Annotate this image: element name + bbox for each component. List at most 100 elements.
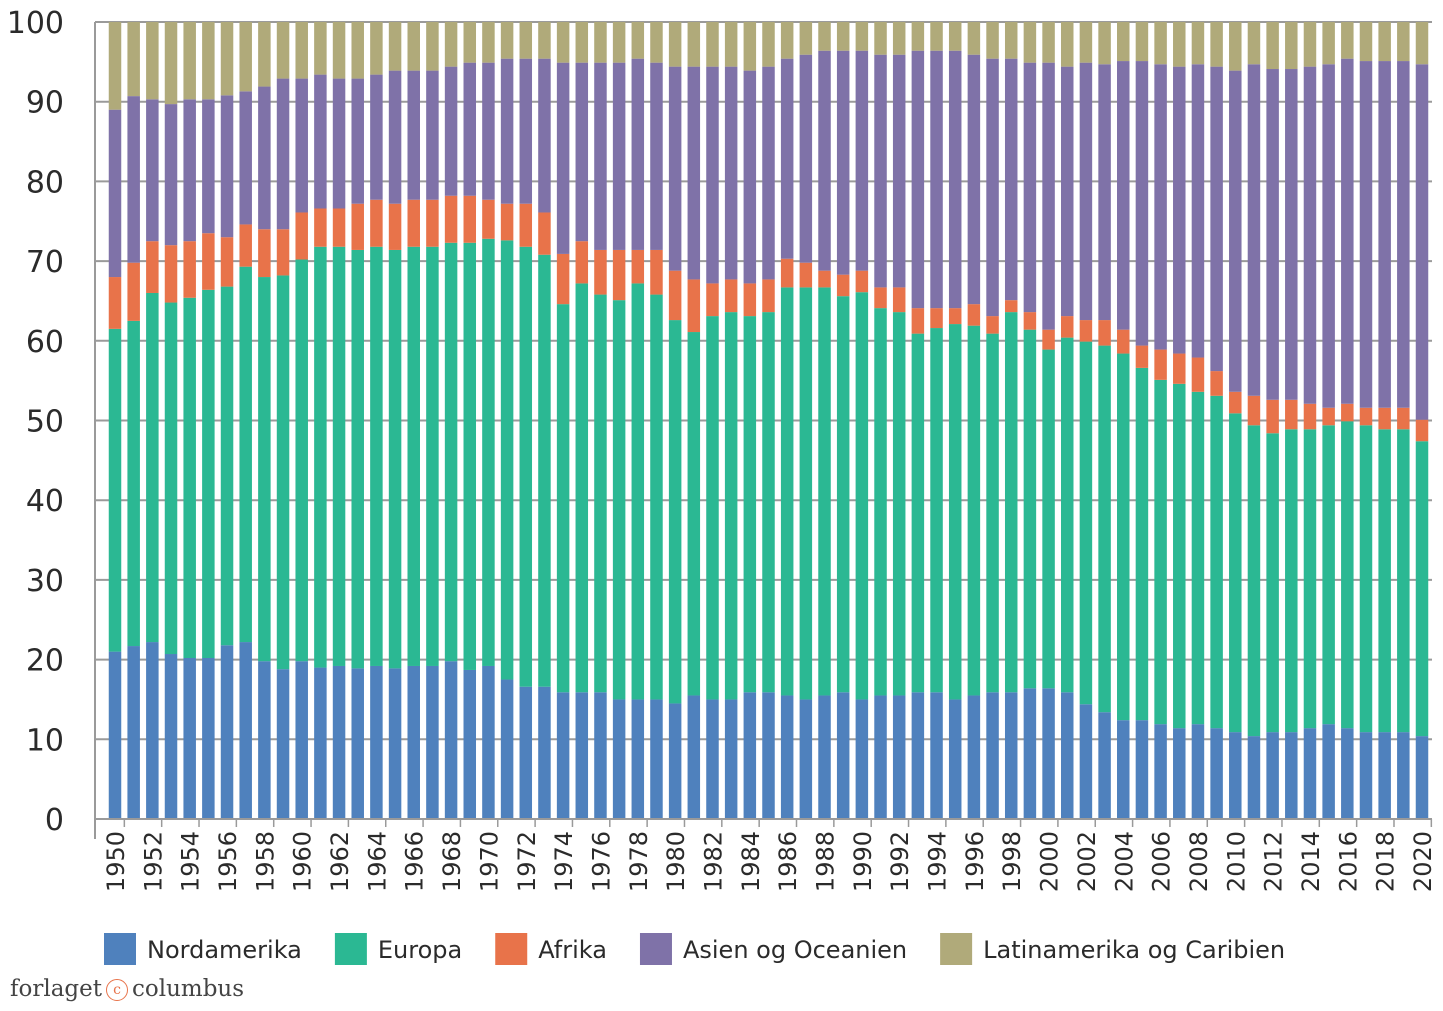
bar-europa-1995 bbox=[948, 324, 962, 700]
bar-nordamerika-1951 bbox=[127, 646, 140, 819]
bar-europa-1974 bbox=[556, 304, 570, 693]
bar-nordamerika-1999 bbox=[1023, 688, 1037, 819]
x-tick-label: 1984 bbox=[737, 831, 765, 892]
bar-afrika-1982 bbox=[706, 283, 719, 317]
bar-latinamerika-og-caribien-2020 bbox=[1415, 22, 1429, 65]
bar-afrika-1995 bbox=[948, 308, 962, 325]
bar-europa-2020 bbox=[1415, 441, 1429, 737]
bar-europa-2008 bbox=[1191, 391, 1205, 725]
bar-nordamerika-1976 bbox=[594, 692, 607, 819]
x-tick-label: 1988 bbox=[812, 831, 840, 892]
x-tick-label: 2008 bbox=[1185, 831, 1213, 892]
bar-afrika-2005 bbox=[1135, 345, 1149, 368]
bar-europa-1967 bbox=[426, 246, 439, 666]
bar-nordamerika-2006 bbox=[1154, 724, 1167, 819]
bar-europa-2006 bbox=[1154, 379, 1167, 725]
bar-asien-og-oceanien-1973 bbox=[538, 58, 551, 213]
x-tick-label: 2002 bbox=[1073, 831, 1101, 892]
bar-latinamerika-og-caribien-1974 bbox=[556, 22, 570, 63]
y-tick-label: 90 bbox=[26, 86, 64, 121]
bar-europa-2013 bbox=[1285, 429, 1298, 733]
bar-latinamerika-og-caribien-1961 bbox=[314, 22, 327, 75]
bar-latinamerika-og-caribien-1984 bbox=[743, 22, 757, 71]
bar-latinamerika-og-caribien-1958 bbox=[258, 22, 271, 87]
bar-latinamerika-og-caribien-2000 bbox=[1042, 22, 1055, 63]
y-tick-label: 30 bbox=[26, 564, 64, 599]
bar-asien-og-oceanien-1994 bbox=[930, 50, 943, 309]
bar-asien-og-oceanien-1976 bbox=[594, 62, 607, 250]
bar-latinamerika-og-caribien-1978 bbox=[631, 22, 645, 59]
bar-nordamerika-1965 bbox=[388, 668, 402, 819]
bar-afrika-1960 bbox=[295, 212, 308, 260]
bar-nordamerika-1992 bbox=[892, 695, 906, 819]
bar-nordamerika-1955 bbox=[202, 658, 215, 819]
bar-europa-1985 bbox=[762, 312, 775, 693]
bar-asien-og-oceanien-1993 bbox=[911, 50, 925, 309]
bar-nordamerika-2011 bbox=[1247, 736, 1261, 819]
bar-nordamerika-1963 bbox=[351, 668, 364, 819]
bar-nordamerika-1966 bbox=[407, 665, 420, 819]
bar-asien-og-oceanien-1959 bbox=[276, 78, 290, 230]
bar-latinamerika-og-caribien-1993 bbox=[911, 22, 925, 51]
y-tick-label: 80 bbox=[26, 165, 64, 200]
bar-europa-1998 bbox=[1004, 312, 1018, 693]
bar-nordamerika-2014 bbox=[1303, 728, 1317, 819]
x-tick-label: 1994 bbox=[924, 831, 952, 892]
bar-afrika-1957 bbox=[239, 224, 252, 267]
bar-afrika-1965 bbox=[388, 203, 402, 250]
bar-afrika-1978 bbox=[631, 249, 645, 284]
bar-afrika-2016 bbox=[1341, 403, 1354, 422]
bar-latinamerika-og-caribien-2018 bbox=[1378, 22, 1391, 62]
bar-asien-og-oceanien-2011 bbox=[1247, 64, 1261, 396]
bar-nordamerika-1996 bbox=[967, 695, 981, 819]
bar-nordamerika-2015 bbox=[1322, 724, 1335, 819]
bar-latinamerika-og-caribien-2015 bbox=[1322, 22, 1335, 65]
bar-europa-1991 bbox=[874, 308, 887, 696]
bar-afrika-1975 bbox=[575, 241, 589, 284]
bar-latinamerika-og-caribien-1969 bbox=[463, 22, 477, 63]
y-tick-label: 10 bbox=[26, 723, 64, 758]
bar-asien-og-oceanien-2008 bbox=[1191, 64, 1205, 358]
bar-asien-og-oceanien-1997 bbox=[986, 58, 999, 317]
bar-asien-og-oceanien-2001 bbox=[1060, 66, 1074, 317]
bar-afrika-1963 bbox=[351, 203, 364, 250]
bar-asien-og-oceanien-2013 bbox=[1285, 69, 1298, 400]
bar-afrika-1953 bbox=[164, 245, 178, 303]
bar-latinamerika-og-caribien-1987 bbox=[799, 22, 813, 55]
bar-asien-og-oceanien-1950 bbox=[108, 109, 122, 278]
bar-europa-2007 bbox=[1173, 383, 1186, 729]
bar-asien-og-oceanien-2012 bbox=[1266, 69, 1279, 400]
bar-nordamerika-2007 bbox=[1173, 728, 1186, 819]
y-tick-label: 60 bbox=[26, 325, 64, 360]
bar-latinamerika-og-caribien-1963 bbox=[351, 22, 364, 79]
bar-nordamerika-1998 bbox=[1004, 692, 1018, 819]
bar-asien-og-oceanien-1989 bbox=[836, 50, 850, 275]
bar-europa-1959 bbox=[276, 275, 290, 670]
bar-europa-1958 bbox=[258, 277, 271, 662]
bar-asien-og-oceanien-1953 bbox=[164, 104, 178, 246]
bar-afrika-1971 bbox=[500, 203, 514, 241]
bar-europa-1988 bbox=[818, 287, 831, 696]
bar-asien-og-oceanien-1988 bbox=[818, 50, 831, 271]
bar-latinamerika-og-caribien-1997 bbox=[986, 22, 999, 59]
bar-latinamerika-og-caribien-1967 bbox=[426, 22, 439, 71]
bar-asien-og-oceanien-1956 bbox=[220, 95, 234, 238]
bar-europa-1984 bbox=[743, 316, 757, 693]
bar-asien-og-oceanien-1979 bbox=[650, 62, 663, 250]
bar-europa-2012 bbox=[1266, 433, 1279, 733]
bar-afrika-1968 bbox=[444, 195, 458, 243]
bar-asien-og-oceanien-1977 bbox=[612, 62, 626, 250]
bar-asien-og-oceanien-2002 bbox=[1079, 62, 1093, 321]
bar-asien-og-oceanien-1967 bbox=[426, 70, 439, 200]
bar-latinamerika-og-caribien-1964 bbox=[370, 22, 383, 75]
bar-asien-og-oceanien-1978 bbox=[631, 58, 645, 250]
bar-asien-og-oceanien-1972 bbox=[519, 58, 533, 204]
y-tick-label: 70 bbox=[26, 245, 64, 280]
bar-europa-1976 bbox=[594, 294, 607, 693]
bar-europa-1971 bbox=[500, 240, 514, 680]
bar-asien-og-oceanien-2009 bbox=[1210, 66, 1223, 372]
bar-afrika-2020 bbox=[1415, 419, 1429, 442]
bar-nordamerika-1997 bbox=[986, 692, 999, 819]
legend-swatch bbox=[940, 933, 973, 965]
bar-afrika-1956 bbox=[220, 237, 234, 287]
